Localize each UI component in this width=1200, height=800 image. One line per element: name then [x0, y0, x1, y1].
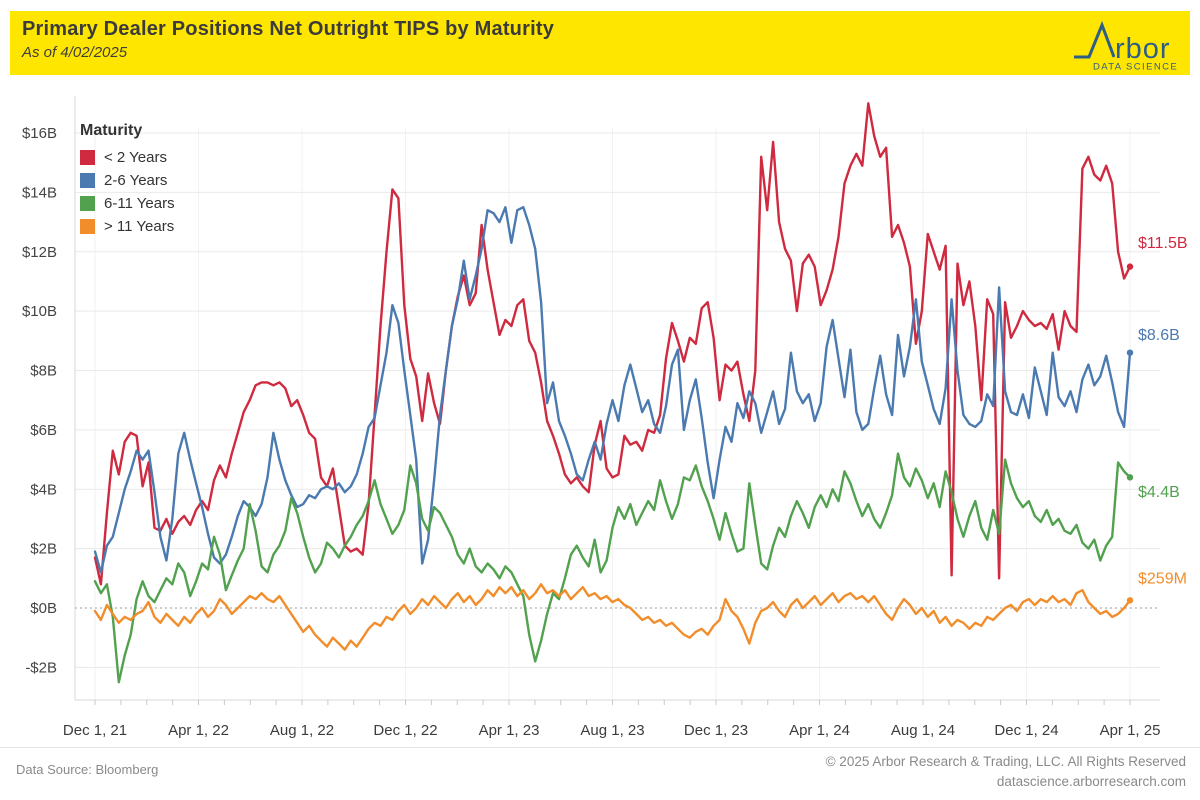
- series-end-label-2: $4.4B: [1138, 484, 1180, 501]
- logo-tagline: DATA SCIENCE: [1093, 62, 1178, 73]
- x-tick-label: Dec 1, 23: [684, 722, 748, 739]
- footer: Data Source: Bloomberg © 2025 Arbor Rese…: [0, 748, 1200, 800]
- legend-title: Maturity: [80, 122, 143, 139]
- legend-item-1[interactable]: 2-6 Years: [80, 169, 175, 192]
- series-end-label-0: $11.5B: [1138, 235, 1188, 252]
- logo-mountain-icon: [1074, 20, 1116, 59]
- arbor-logo-graphic: rbor DATA SCIENCE: [1074, 20, 1178, 73]
- series-line-3[interactable]: [93, 583, 1132, 651]
- x-tick-label: Aug 1, 22: [270, 722, 334, 739]
- series-end-label-1: $8.6B: [1138, 327, 1180, 344]
- page-title: Primary Dealer Positions Net Outright TI…: [22, 18, 555, 40]
- y-tick-label: $14B: [22, 184, 57, 201]
- x-tick-label: Dec 1, 21: [63, 722, 127, 739]
- as-of-date: As of 4/02/2025: [22, 44, 128, 61]
- series-end-dot-2: [1126, 474, 1134, 481]
- y-tick-label: $0B: [30, 600, 57, 617]
- x-tick-label: Apr 1, 24: [789, 722, 850, 739]
- legend-swatch-icon: [80, 219, 95, 234]
- x-tick-label: Aug 1, 24: [891, 722, 955, 739]
- legend-item-label: < 2 Years: [104, 149, 167, 166]
- x-tick-label: Apr 1, 25: [1100, 722, 1161, 739]
- header-banner: Primary Dealer Positions Net Outright TI…: [10, 11, 1190, 75]
- legend-item-0[interactable]: < 2 Years: [80, 146, 175, 169]
- series-end-label-3: $259M: [1138, 570, 1187, 587]
- tips-line-chart: $16B $14B $12B $10B $8B $6B $4B $2B $0B -$2B Dec 1…: [22, 96, 1188, 739]
- legend-item-label: 2-6 Years: [104, 172, 168, 189]
- copyright-line: © 2025 Arbor Research & Trading, LLC. Al…: [825, 754, 1186, 769]
- y-tick-label: $6B: [30, 422, 57, 439]
- legend-item-2[interactable]: 6-11 Years: [80, 192, 175, 215]
- chart-area: $16B $14B $12B $10B $8B $6B $4B $2B $0B -$2B Dec 1…: [0, 88, 1200, 752]
- legend-items: < 2 Years 2-6 Years 6-11 Years > 11 Years: [80, 146, 175, 238]
- y-tick-label: -$2B: [25, 659, 57, 676]
- y-tick-label: $4B: [30, 481, 57, 498]
- series-line-1[interactable]: [93, 205, 1132, 574]
- x-tick-label: Apr 1, 22: [168, 722, 229, 739]
- y-tick-label: $10B: [22, 303, 57, 320]
- y-tick-label: $16B: [22, 125, 57, 142]
- legend-item-3[interactable]: > 11 Years: [80, 215, 175, 238]
- x-tick-label: Dec 1, 24: [994, 722, 1058, 739]
- data-source: Data Source: Bloomberg: [16, 762, 159, 777]
- legend-swatch-icon: [80, 150, 95, 165]
- series-line-2[interactable]: [93, 452, 1132, 684]
- x-tick-label: Dec 1, 22: [373, 722, 437, 739]
- arbor-logo: rbor DATA SCIENCE: [1072, 20, 1178, 77]
- series-end-dot-0: [1126, 263, 1134, 270]
- copyright-block: © 2025 Arbor Research & Trading, LLC. Al…: [826, 752, 1186, 792]
- logo-wordmark: rbor: [1115, 33, 1171, 65]
- y-tick-label: $8B: [30, 363, 57, 380]
- legend-item-label: > 11 Years: [104, 218, 175, 235]
- footer-divider: [0, 747, 1200, 748]
- y-tick-label: $2B: [30, 541, 57, 558]
- legend: Maturity < 2 Years 2-6 Years 6-11 Years > 1…: [80, 122, 175, 238]
- x-tick-label: Aug 1, 23: [580, 722, 644, 739]
- legend-item-label: 6-11 Years: [104, 195, 175, 212]
- series-line-0[interactable]: [93, 102, 1132, 586]
- series-end-dot-1: [1126, 349, 1134, 356]
- y-tick-label: $12B: [22, 244, 57, 261]
- website-link[interactable]: datascience.arborresearch.com: [996, 774, 1186, 789]
- series-end-dot-3: [1126, 597, 1134, 604]
- legend-swatch-icon: [80, 196, 95, 211]
- header-titles: Primary Dealer Positions Net Outright TI…: [22, 18, 554, 61]
- x-tick-label: Apr 1, 23: [479, 722, 540, 739]
- legend-swatch-icon: [80, 173, 95, 188]
